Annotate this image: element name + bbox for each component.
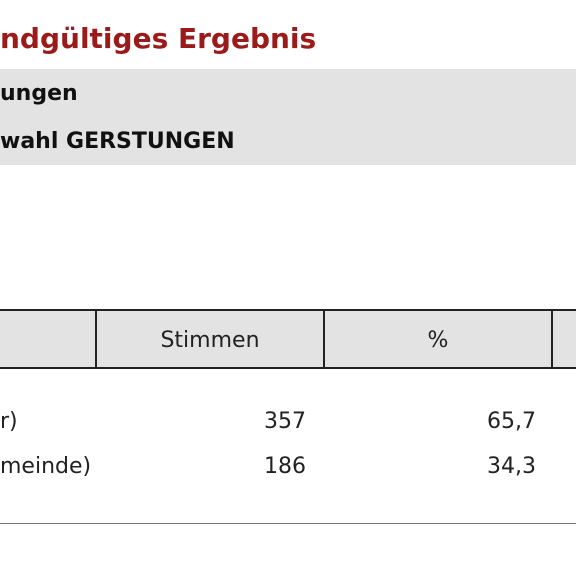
vote-percent: 65,7 — [487, 409, 536, 434]
page-title: ndgültiges Ergebnis — [0, 22, 317, 55]
column-divider — [323, 311, 325, 367]
election-label: wahl GERSTUNGEN — [0, 129, 235, 154]
column-header-percent: % — [427, 328, 449, 353]
vote-count: 357 — [264, 409, 306, 434]
table-row: r) 357 65,7 — [0, 409, 576, 449]
header-band: ungen wahl GERSTUNGEN — [0, 69, 576, 165]
column-header-stimmen: Stimmen — [160, 328, 260, 353]
vote-percent: 34,3 — [487, 454, 536, 479]
table-row: meinde) 186 34,3 — [0, 454, 576, 494]
candidate-name: r) — [0, 409, 18, 434]
candidate-name: meinde) — [0, 454, 92, 479]
table-header: Stimmen % — [0, 309, 576, 369]
vote-count: 186 — [264, 454, 306, 479]
location-label: ungen — [0, 81, 78, 106]
column-divider — [551, 311, 553, 367]
column-divider — [95, 311, 97, 367]
table-bottom-rule — [0, 523, 576, 524]
